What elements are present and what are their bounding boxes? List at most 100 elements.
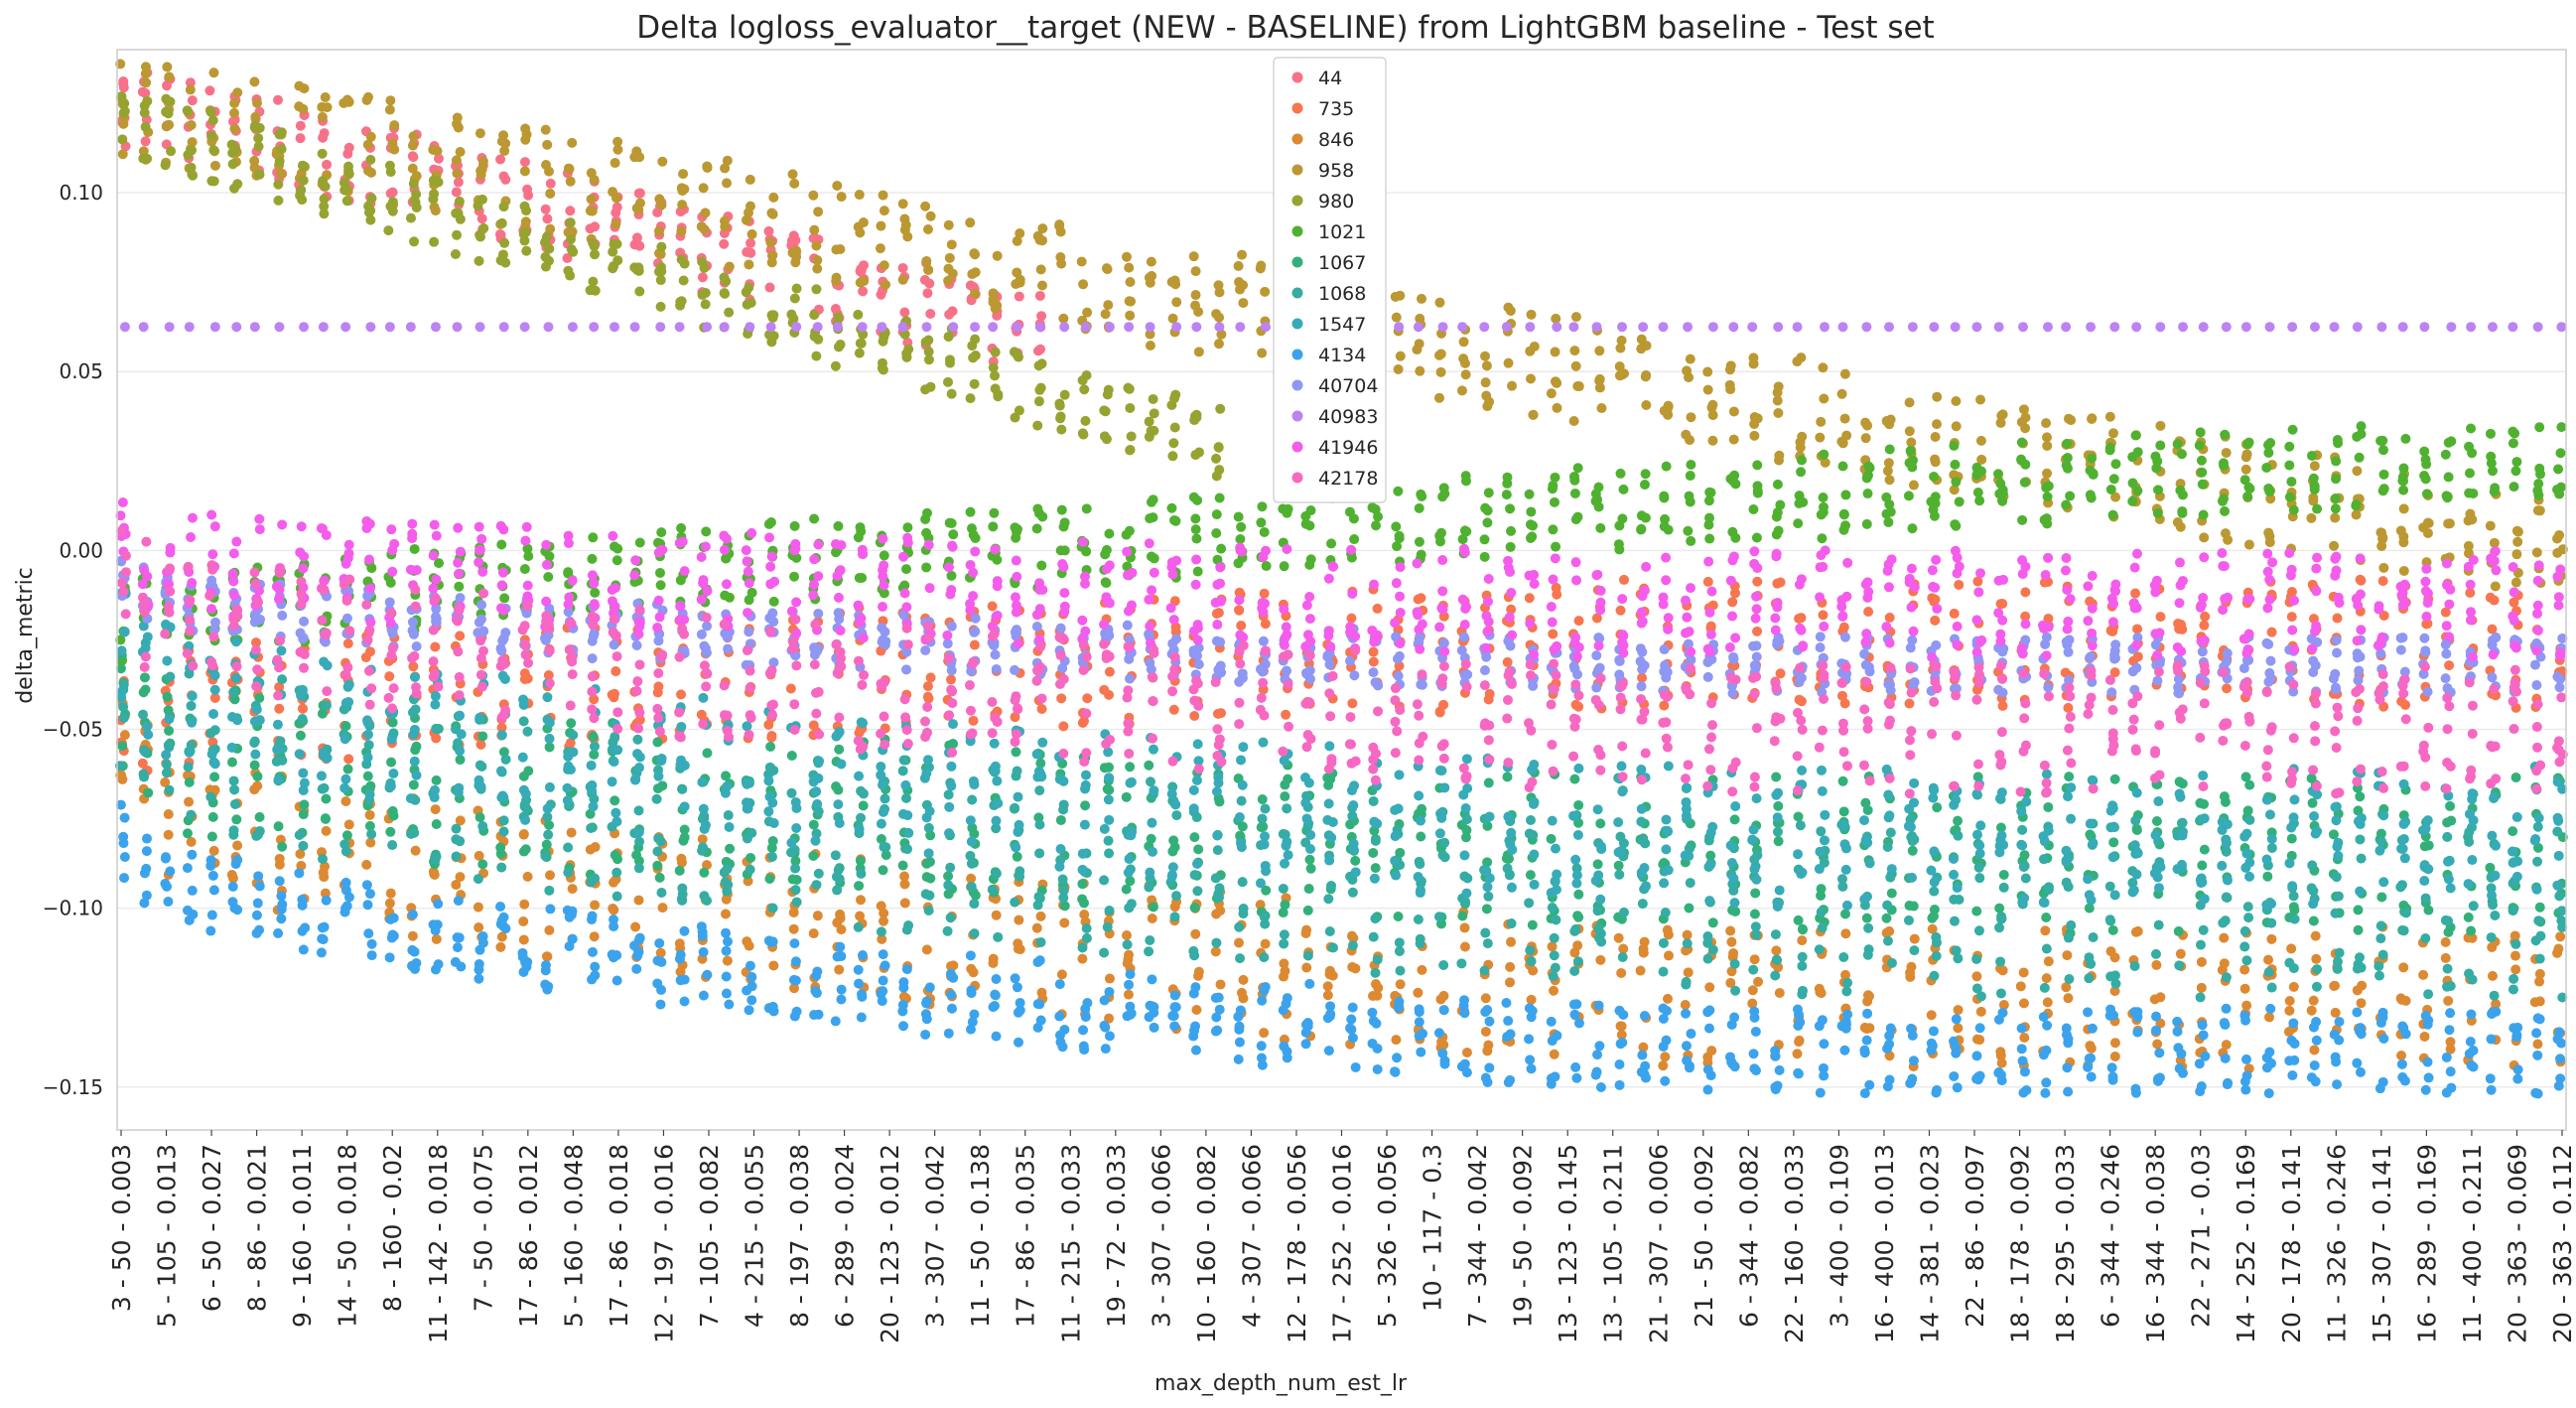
data-point bbox=[1796, 613, 1806, 623]
data-point bbox=[2311, 931, 2321, 941]
data-point bbox=[1816, 826, 1826, 836]
data-point bbox=[1815, 864, 1825, 874]
data-point bbox=[1192, 859, 1202, 869]
data-point bbox=[590, 742, 600, 752]
data-point bbox=[1238, 780, 1248, 790]
data-point bbox=[1507, 883, 1517, 893]
data-point bbox=[1883, 517, 1893, 527]
data-point bbox=[1664, 525, 1674, 535]
data-point bbox=[1214, 443, 1224, 453]
data-point bbox=[408, 152, 418, 162]
data-point bbox=[1351, 867, 1361, 877]
data-point bbox=[1079, 898, 1089, 908]
data-point bbox=[183, 105, 193, 115]
data-point bbox=[1932, 802, 1942, 812]
data-point bbox=[1258, 794, 1268, 804]
data-point bbox=[321, 814, 331, 824]
data-point bbox=[209, 176, 219, 186]
data-point bbox=[1726, 937, 1736, 947]
data-point bbox=[1056, 844, 1066, 854]
data-point bbox=[454, 582, 464, 592]
data-point bbox=[1660, 514, 1670, 524]
data-point bbox=[522, 727, 532, 737]
data-point bbox=[1729, 406, 1739, 416]
data-point bbox=[1705, 860, 1715, 870]
data-point bbox=[1730, 907, 1740, 916]
data-point bbox=[1125, 778, 1135, 788]
data-point bbox=[497, 791, 507, 801]
data-point bbox=[164, 108, 174, 118]
data-point bbox=[676, 575, 686, 585]
data-point bbox=[1436, 813, 1446, 823]
data-point bbox=[365, 215, 375, 225]
data-point bbox=[296, 133, 306, 143]
data-point bbox=[1793, 849, 1803, 859]
data-point bbox=[970, 640, 980, 650]
data-point bbox=[700, 263, 710, 273]
data-point bbox=[948, 529, 958, 539]
data-point bbox=[1122, 252, 1132, 262]
data-point bbox=[544, 256, 554, 266]
data-point bbox=[1056, 815, 1066, 825]
data-point bbox=[586, 823, 596, 833]
data-point bbox=[1552, 885, 1561, 895]
data-point bbox=[901, 349, 911, 358]
data-point bbox=[2418, 522, 2428, 532]
data-point bbox=[2334, 892, 2344, 902]
data-point bbox=[2533, 505, 2543, 515]
data-point bbox=[2400, 434, 2410, 444]
data-point bbox=[902, 810, 912, 820]
data-point bbox=[2200, 612, 2210, 622]
data-point bbox=[1148, 847, 1157, 857]
data-point bbox=[834, 312, 844, 322]
data-point bbox=[2261, 463, 2271, 473]
data-point bbox=[250, 112, 260, 122]
data-point bbox=[1504, 854, 1514, 864]
data-point bbox=[1479, 966, 1489, 976]
data-point bbox=[1394, 770, 1404, 779]
data-point bbox=[428, 194, 438, 204]
data-point bbox=[612, 555, 622, 565]
data-point bbox=[1194, 347, 1204, 356]
data-point bbox=[1749, 825, 1759, 835]
data-point bbox=[2130, 430, 2140, 440]
data-point bbox=[227, 712, 237, 722]
data-point bbox=[1591, 489, 1601, 498]
data-point bbox=[1573, 463, 1583, 473]
data-point bbox=[1773, 801, 1783, 811]
data-point bbox=[250, 122, 260, 132]
data-point bbox=[496, 766, 506, 775]
data-point bbox=[543, 830, 553, 840]
data-point bbox=[1058, 875, 1068, 885]
data-point bbox=[2446, 816, 2456, 826]
data-point bbox=[1481, 1027, 1491, 1037]
data-point bbox=[1816, 891, 1826, 901]
data-point bbox=[2177, 449, 2187, 459]
data-point bbox=[2355, 952, 2365, 962]
data-point bbox=[2443, 518, 2453, 528]
data-point bbox=[1236, 522, 1246, 532]
data-point bbox=[231, 814, 241, 824]
data-point bbox=[1730, 533, 1740, 543]
data-point bbox=[2263, 955, 2273, 965]
data-point bbox=[921, 889, 931, 899]
data-point bbox=[318, 784, 328, 794]
data-point bbox=[1569, 476, 1579, 486]
data-point bbox=[1054, 862, 1064, 872]
data-point bbox=[880, 550, 889, 560]
data-point bbox=[590, 588, 600, 598]
data-point bbox=[520, 815, 530, 825]
data-point bbox=[1325, 969, 1335, 979]
data-point bbox=[2087, 454, 2097, 464]
data-point bbox=[1570, 855, 1580, 865]
data-point bbox=[363, 140, 373, 150]
data-point bbox=[1234, 937, 1244, 947]
data-point bbox=[1284, 850, 1293, 860]
data-point bbox=[587, 195, 597, 205]
data-point bbox=[1551, 844, 1560, 854]
data-point bbox=[676, 722, 686, 732]
data-point bbox=[1281, 710, 1290, 720]
data-point bbox=[1528, 520, 1538, 530]
data-point bbox=[947, 518, 957, 528]
data-point bbox=[1482, 882, 1492, 892]
